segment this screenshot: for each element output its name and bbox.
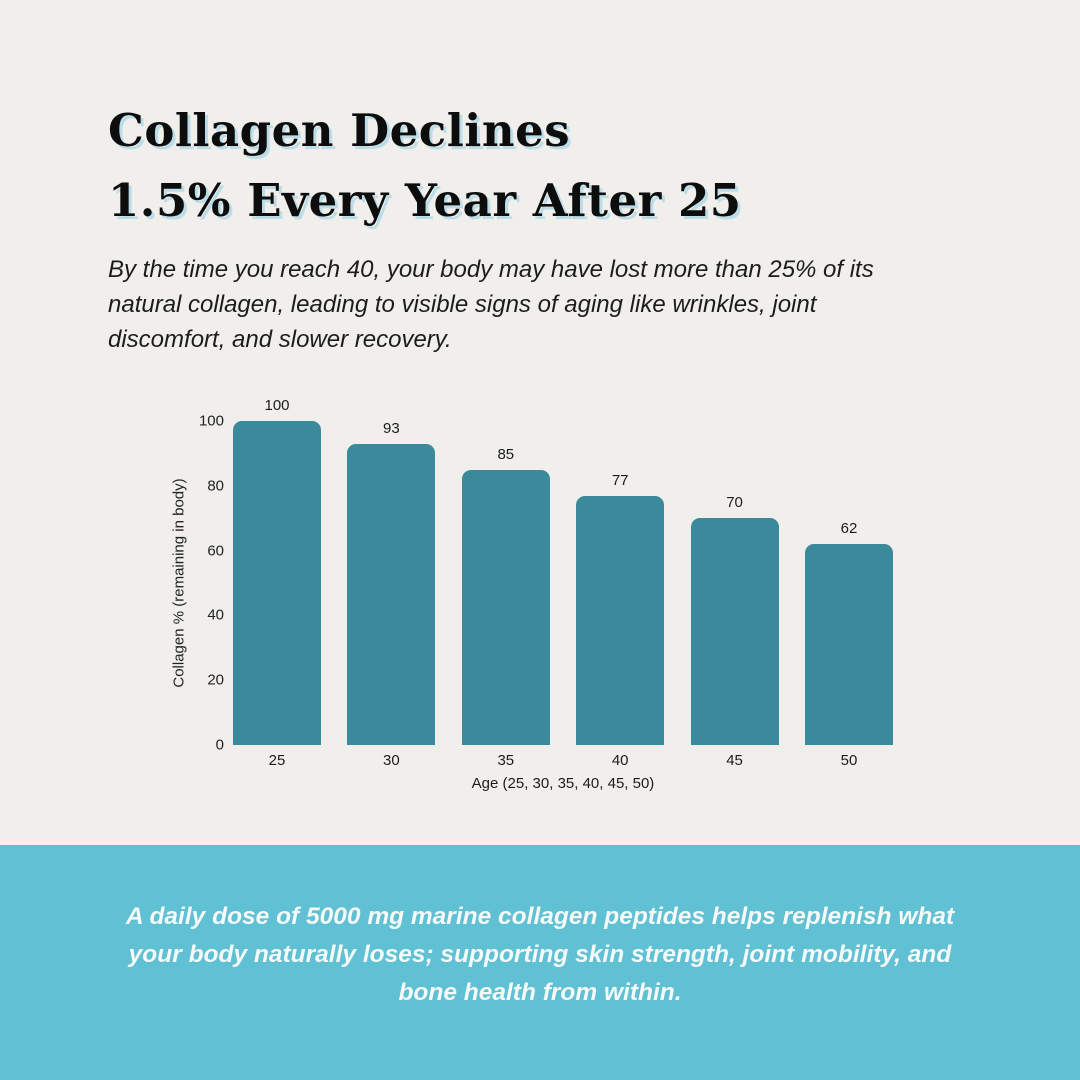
bar-value-25: 100 (264, 397, 290, 414)
x-axis-label: Age (25, 30, 35, 40, 45, 50) (471, 775, 655, 792)
bar-value-50: 62 (840, 520, 858, 538)
bar-group-35: 85 35 (461, 421, 550, 769)
bar-group-40: 77 40 (576, 421, 665, 769)
bar-age-40 (576, 495, 665, 745)
bar-series: 100 25 93 30 85 35 77 40 70 45 62 50 (233, 397, 893, 769)
bar-group-25: 100 25 (233, 397, 321, 769)
bar-group-30: 93 30 (347, 419, 436, 769)
y-tick-80: 80 (207, 477, 224, 495)
bar-age-30 (347, 443, 436, 745)
bar-age-35 (461, 469, 550, 745)
y-tick-0: 0 (215, 736, 224, 754)
y-tick-100: 100 (198, 412, 224, 430)
bar-age-50 (804, 544, 893, 745)
page-title: Collagen Declines 1.5% Every Year After … (108, 96, 742, 236)
y-tick-60: 60 (207, 542, 224, 560)
x-tick-40: 40 (611, 752, 629, 769)
bar-value-45: 70 (726, 494, 743, 512)
bar-group-50: 62 50 (804, 421, 893, 769)
y-tick-20: 20 (207, 671, 224, 689)
x-tick-45: 45 (726, 752, 743, 769)
bar-group-45: 70 45 (690, 421, 779, 769)
page-title-line-2: 1.5% Every Year After 25 (108, 174, 742, 227)
banner-text: A daily dose of 5000 mg marine collagen … (125, 903, 955, 1006)
x-tick-50: 50 (840, 752, 858, 769)
page-title-line-1: Collagen Declines (108, 104, 571, 157)
y-axis-label: Collagen % (remaining in body) (170, 478, 188, 688)
collagen-bar-chart: Collagen % (remaining in body) 0 20 40 60 80… (171, 397, 893, 792)
subtitle-text: By the time you reach 40, your body may … (108, 256, 874, 353)
y-tick-40: 40 (207, 606, 224, 624)
bottom-banner: A daily dose of 5000 mg marine collagen … (0, 845, 1080, 1080)
bar-value-30: 93 (383, 419, 400, 437)
bar-value-35: 85 (497, 445, 515, 463)
bar-age-25 (233, 421, 321, 745)
bar-value-40: 77 (611, 471, 629, 489)
x-tick-25: 25 (268, 752, 286, 769)
x-tick-35: 35 (497, 752, 515, 769)
x-tick-30: 30 (383, 752, 400, 769)
bar-age-45 (690, 518, 779, 745)
